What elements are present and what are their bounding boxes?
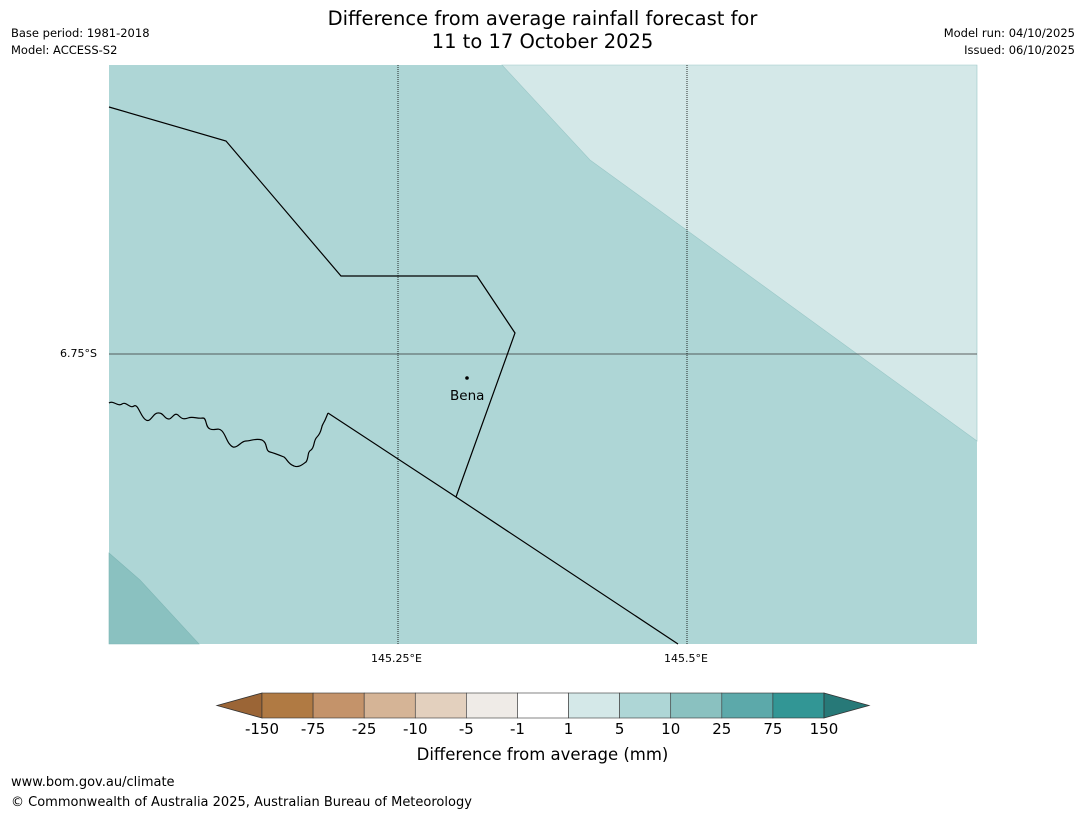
metadata-right: Model run: 04/10/2025 Issued: 06/10/2025	[944, 25, 1075, 59]
colorbar-segment	[619, 692, 672, 719]
model-run: Model run: 04/10/2025	[943, 26, 1075, 40]
colorbar-label: Difference from average (mm)	[416, 745, 669, 764]
colorbar-segment	[466, 692, 518, 719]
colorbar-segment	[772, 692, 825, 719]
latitude-label: 6.75°S	[60, 347, 97, 360]
colorbar-extend-high	[823, 692, 871, 719]
colorbar-tick-label: 5	[614, 720, 625, 738]
colorbar-tick-label: -150	[244, 720, 280, 738]
model-name: Model: ACCESS-S2	[11, 43, 118, 57]
longitude-label-2: 145.5°E	[664, 652, 708, 665]
colorbar-segment	[363, 692, 416, 719]
colorbar-segment	[414, 692, 467, 719]
place-label: Bena	[450, 388, 485, 404]
colorbar-tick-label: -10	[403, 720, 428, 738]
colorbar-tick-label: -75	[300, 720, 326, 738]
colorbar-tick-label: 1	[563, 720, 574, 738]
map-region-10-to-25	[108, 552, 200, 645]
colorbar-segment	[261, 692, 314, 719]
colorbar-extend-low	[215, 692, 263, 719]
base-period: Base period: 1981-2018	[11, 26, 150, 40]
colorbar-segment	[312, 692, 365, 719]
region-boundary-north	[108, 106, 516, 498]
river-boundary	[108, 401, 329, 468]
colorbar-segment	[721, 692, 774, 719]
region-boundary-south	[327, 412, 679, 645]
title-line-2: 11 to 17 October 2025	[431, 30, 654, 53]
map-region-1-to-5	[501, 64, 978, 442]
colorbar-tick-label: -25	[351, 720, 377, 738]
colorbar-tick-label: 25	[712, 720, 732, 738]
footer-url: www.bom.gov.au/climate	[11, 775, 175, 790]
longitude-label-1: 145.25°E	[371, 652, 422, 665]
colorbar-tick-label: -1	[509, 720, 525, 738]
colorbar-tick-label: 75	[763, 720, 783, 738]
colorbar-tick-label: 10	[661, 720, 681, 738]
colorbar-segment	[568, 692, 620, 719]
colorbar-tick-label: -5	[458, 720, 474, 738]
title-line-1: Difference from average rainfall forecas…	[327, 7, 758, 30]
footer-copyright: © Commonwealth of Australia 2025, Austra…	[11, 795, 472, 810]
colorbar-tick-label: 150	[809, 720, 839, 738]
colorbar-segment	[670, 692, 723, 719]
place-marker	[465, 376, 469, 380]
metadata-left: Base period: 1981-2018 Model: ACCESS-S2	[11, 25, 150, 59]
chart-title: Difference from average rainfall forecas…	[0, 7, 1085, 53]
issued-date: Issued: 06/10/2025	[964, 43, 1075, 57]
colorbar-segment	[517, 692, 569, 719]
